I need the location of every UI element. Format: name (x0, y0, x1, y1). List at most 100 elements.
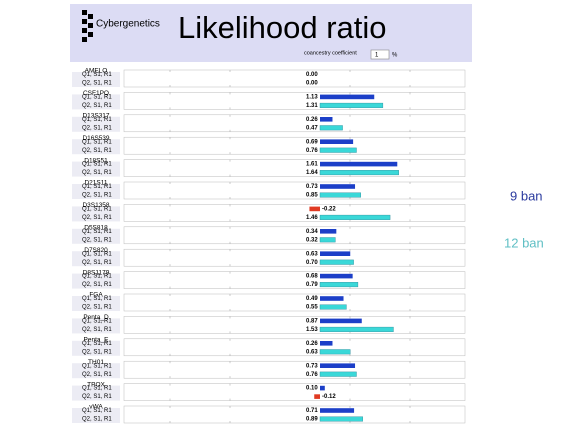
bar (320, 229, 337, 234)
row-label: Q2, S1, R1 (82, 305, 112, 311)
row-label: Q2, S1, R1 (82, 282, 112, 288)
locus-name: D18S51 (84, 157, 108, 164)
page-title: Likelihood ratio (178, 10, 387, 45)
value-label: 0.47 (306, 125, 318, 131)
value-label: 0.55 (306, 305, 318, 311)
locus-name: FGA (89, 292, 103, 299)
row-label: Q1, S1, R1 (82, 408, 112, 414)
locus-box (72, 251, 120, 267)
locus-name: D3S1358 (82, 202, 109, 209)
plot-box (123, 181, 466, 200)
coancestry-label: coancestry coefficient (304, 50, 357, 56)
logo-text: Cybergenetics (96, 19, 160, 30)
bar (319, 147, 357, 153)
annotation: 9 ban (510, 188, 543, 203)
bar (319, 259, 354, 265)
locus-name: CSF1PO (83, 90, 109, 97)
row-label: Q2, S1, R1 (82, 215, 112, 221)
value-label: 1.46 (306, 215, 318, 221)
bar (320, 273, 353, 279)
locus-box (72, 408, 120, 423)
locus-box (72, 296, 120, 311)
bar (319, 371, 357, 377)
plot-box (123, 360, 466, 379)
row-label: Q1, S1, R1 (82, 386, 112, 392)
bar (320, 296, 344, 301)
row-label: Q1, S1, R1 (82, 363, 112, 369)
locus-name: D8S1179 (83, 269, 110, 276)
value-label: 0.00 (306, 72, 318, 78)
locus-name: D21S11 (84, 180, 107, 187)
coancestry-value[interactable]: 1 (375, 53, 379, 59)
locus-name: vWA (89, 404, 103, 411)
row-label: Q2, S1, R1 (82, 170, 112, 176)
bar (319, 416, 363, 422)
bar (320, 139, 354, 144)
row-label: Q1, S1, R1 (82, 341, 112, 347)
locus-box (72, 161, 120, 177)
header-band (70, 4, 472, 62)
bar (319, 237, 336, 243)
bar (320, 318, 362, 324)
value-label: 0.68 (306, 274, 318, 280)
row-label: Q1, S1, R1 (82, 117, 112, 123)
value-label: 0.49 (306, 296, 318, 302)
plot-box (123, 383, 466, 401)
bar (320, 385, 325, 391)
value-label: 1.53 (306, 327, 318, 333)
plot-box (123, 338, 466, 357)
plot-box (123, 69, 466, 88)
value-label: -0.12 (322, 394, 336, 400)
locus-name: Penta_D (83, 314, 109, 321)
value-label: 0.70 (306, 260, 318, 266)
plot-box (123, 405, 466, 424)
value-label: 0.87 (306, 318, 318, 324)
locus-box (72, 385, 120, 401)
bar (319, 282, 359, 288)
plot-box (123, 204, 466, 222)
row-label: Q2, S1, R1 (82, 148, 112, 154)
value-label: 0.76 (306, 148, 318, 154)
value-label: 0.32 (306, 237, 318, 243)
row-label: Q2, S1, R1 (82, 417, 112, 423)
plot-box (123, 248, 466, 267)
value-label: 0.73 (306, 184, 318, 190)
bar (320, 94, 375, 100)
bar (319, 125, 343, 131)
value-label: 0.10 (306, 386, 318, 392)
value-label: 0.85 (306, 193, 318, 199)
row-label: Q2, S1, R1 (82, 237, 112, 243)
locus-box (72, 116, 120, 132)
plot-box (123, 159, 466, 177)
row-label: Q2, S1, R1 (82, 125, 112, 131)
locus-name: D7S820 (84, 247, 108, 254)
coancestry-input[interactable] (370, 49, 390, 60)
value-label: -0.22 (322, 206, 336, 212)
locus-box (72, 340, 120, 356)
bar (319, 170, 399, 176)
row-label: Q2, S1, R1 (82, 372, 112, 378)
bar (309, 206, 320, 212)
row-label: Q1, S1, R1 (82, 72, 112, 78)
row-label: Q2, S1, R1 (82, 394, 112, 400)
row-label: Q2, S1, R1 (82, 349, 112, 355)
locus-box (72, 72, 120, 87)
plot-box (123, 92, 466, 110)
row-label: Q1, S1, R1 (82, 94, 112, 100)
value-label: 0.89 (306, 417, 318, 423)
locus-box (72, 363, 120, 379)
row-label: Q2, S1, R1 (82, 103, 112, 109)
value-label: 0.00 (306, 81, 318, 87)
row-label: Q1, S1, R1 (82, 274, 112, 280)
value-label: 1.61 (306, 162, 318, 168)
row-label: Q1, S1, R1 (82, 184, 112, 190)
locus-box (72, 94, 120, 110)
row-label: Q1, S1, R1 (82, 251, 112, 257)
row-label: Q2, S1, R1 (82, 327, 112, 333)
value-label: 0.79 (306, 282, 318, 288)
row-label: Q1, S1, R1 (82, 206, 112, 212)
bar (320, 341, 333, 346)
locus-box (72, 206, 120, 222)
locus-name: Penta_E (84, 337, 110, 344)
bar (319, 192, 361, 198)
